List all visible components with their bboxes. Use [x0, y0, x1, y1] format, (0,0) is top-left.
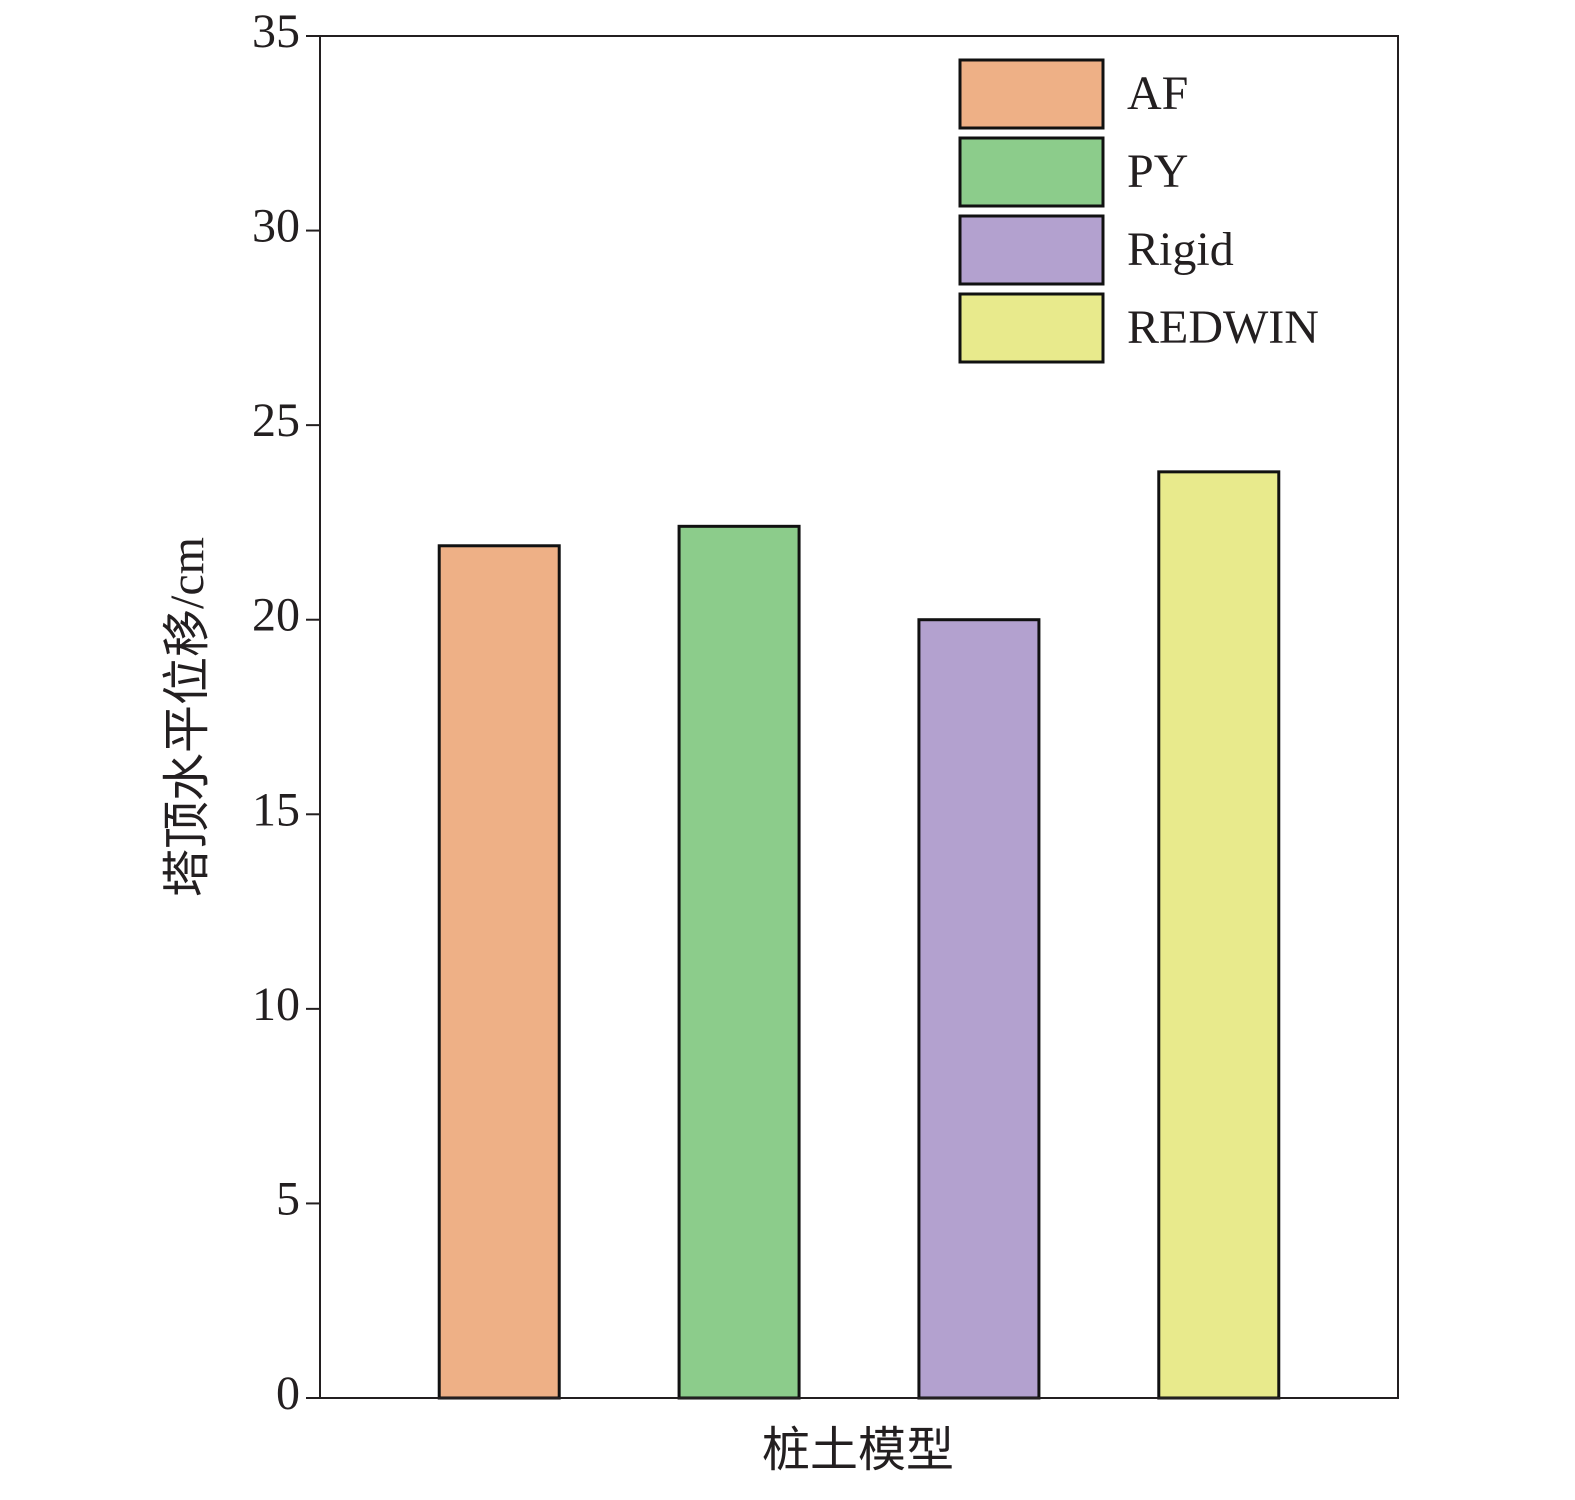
y-tick-label: 25 [252, 394, 300, 447]
legend-swatch [958, 136, 1105, 208]
y-tick-label: 0 [276, 1367, 300, 1420]
bar [437, 544, 561, 1400]
y-tick-label: 5 [276, 1172, 300, 1225]
legend-label: AF [1127, 67, 1188, 120]
y-tick-label: 35 [252, 5, 300, 58]
bar [677, 524, 801, 1400]
legend-label: REDWIN [1127, 301, 1319, 354]
plot-frame [319, 35, 1399, 1399]
y-axis-label: 塔顶水平位移/cm [161, 537, 214, 897]
legend-swatch [958, 214, 1105, 286]
legend-label: Rigid [1127, 223, 1234, 276]
legend-swatch [958, 292, 1105, 364]
y-tick-label: 20 [252, 589, 300, 642]
legend-swatch [958, 58, 1105, 130]
bar [1157, 470, 1281, 1400]
y-tick-label: 30 [252, 200, 300, 253]
x-axis-label: 桩土模型 [762, 1424, 954, 1477]
y-tick-label: 15 [252, 783, 300, 836]
legend-label: PY [1127, 145, 1188, 198]
bar [917, 618, 1041, 1400]
y-tick-label: 10 [252, 978, 300, 1031]
